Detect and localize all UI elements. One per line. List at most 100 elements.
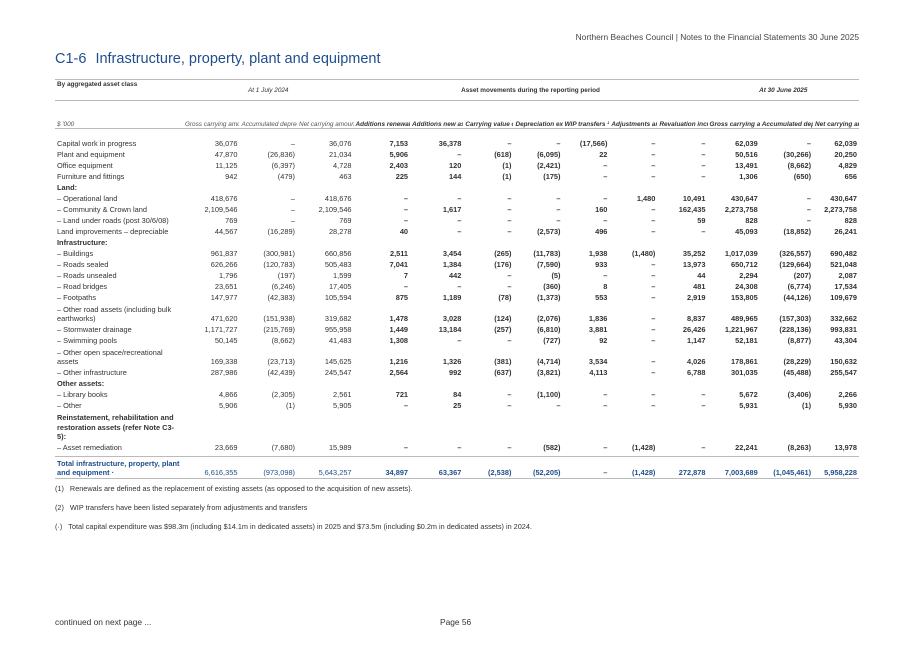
cell: 109,679 <box>830 292 857 302</box>
col-header: Additions renewals ¹ <box>353 100 411 129</box>
cell: 50,145 <box>214 335 238 345</box>
table-row: – Swimming pools 50,145 (8,662) 41,483 1,308… <box>55 335 859 346</box>
cell: (1) <box>802 400 812 410</box>
cell: – <box>403 215 409 225</box>
cell: – <box>457 442 462 452</box>
cell: (11,783) <box>533 248 561 258</box>
cell: 521,048 <box>830 259 857 269</box>
cell: (16,289) <box>267 226 296 236</box>
table-row: – Footpaths 147,977 (42,383) 105,594 875 1,18… <box>55 292 859 303</box>
cell: 4,829 <box>838 160 858 170</box>
total-cell: (1,428) <box>609 456 658 479</box>
col-header: Additions new assets <box>410 100 464 129</box>
cell: 62,039 <box>735 138 758 148</box>
cell: (618) <box>494 149 512 159</box>
cell: 2,294 <box>739 270 758 280</box>
cell: – <box>603 160 608 170</box>
cell: (228,136) <box>779 324 812 334</box>
cell: – <box>603 193 608 203</box>
row-label: – Roads sealed <box>57 259 109 269</box>
cell: 147,977 <box>210 292 238 302</box>
cell: – <box>651 281 656 291</box>
cell: (360) <box>543 281 561 291</box>
cell: 36,076 <box>214 138 238 148</box>
cell: (7,680) <box>271 442 296 452</box>
cell: 162,435 <box>678 204 706 214</box>
cell: (124) <box>494 314 512 323</box>
table-row: – Other road assets (including bulk eart… <box>55 303 859 324</box>
cell: 1,478 <box>389 314 409 323</box>
cell: 463 <box>339 171 352 181</box>
cell: 961,837 <box>210 248 238 258</box>
cell: 496 <box>595 226 608 236</box>
footnote: (2) WIP transfers have been listed separa… <box>55 503 308 512</box>
total-cell: (1,045,461) <box>759 456 814 479</box>
cell: – <box>457 193 462 203</box>
col-header: Accumulated depreciation and impairment <box>239 100 298 129</box>
cell: (207) <box>793 270 812 280</box>
cell: 471,620 <box>210 314 238 323</box>
table-row: Land improvements – depreciable 44,567 (16… <box>55 226 859 237</box>
table-row: – Roads sealed 626,266 (120,783) 505,483 7,0… <box>55 259 859 270</box>
table-row: – Community & Crown land 2,109,546 – 2,109,… <box>55 204 859 215</box>
col-header: Net carrying amount <box>813 100 859 129</box>
cell: 769 <box>225 215 238 225</box>
total-cell: (52,205) <box>513 456 563 479</box>
cell: 5,931 <box>739 400 758 410</box>
cell: – <box>507 335 512 345</box>
cell: – <box>806 204 812 214</box>
cell: – <box>651 226 656 236</box>
cell: (7,590) <box>537 259 561 269</box>
cell: 769 <box>339 215 352 225</box>
cell: 24,308 <box>735 281 758 291</box>
cell: 1,147 <box>687 335 706 345</box>
cell: 160 <box>595 204 608 214</box>
cell: 942 <box>225 171 238 181</box>
cell: 153,805 <box>731 292 758 302</box>
cell: (6,397) <box>271 160 296 170</box>
cell: 828 <box>844 215 857 225</box>
cell: 1,449 <box>389 324 409 334</box>
row-label: Office equipment <box>57 160 113 170</box>
cell: (17,566) <box>579 138 608 148</box>
total-cell: 34,897 <box>353 456 411 479</box>
cell: – <box>403 204 409 214</box>
cell: (2,573) <box>537 226 561 236</box>
cell: (28,229) <box>783 357 812 366</box>
row-label: – Other open space/recreational assets <box>57 347 163 367</box>
cell: (1) <box>502 171 512 181</box>
ippe-table: By aggregated asset class At 1 July 2024… <box>55 79 859 479</box>
col-header: Net carrying amount <box>297 100 354 129</box>
cell: – <box>403 281 409 291</box>
row-label: – Library books <box>57 389 108 399</box>
row-label: – Asset remediation <box>57 442 122 452</box>
cell: 17,534 <box>834 281 857 291</box>
row-label: Other assets: <box>57 378 105 388</box>
cell: 1,171,727 <box>204 324 238 334</box>
cell: 44,567 <box>214 226 238 236</box>
cell: (8,263) <box>787 442 812 452</box>
cell: 120 <box>449 160 462 170</box>
cell: (23,713) <box>267 357 296 366</box>
cell: – <box>651 160 656 170</box>
total-cell: 7,003,689 <box>707 456 760 479</box>
row-label: – Community & Crown land <box>57 204 147 214</box>
group-closing: At 30 June 2025 <box>707 79 859 101</box>
cell: 430,647 <box>731 193 758 203</box>
cell: – <box>290 215 296 225</box>
cell: 5,672 <box>739 389 758 399</box>
cell: 22 <box>599 149 608 159</box>
cell: 301,035 <box>731 367 758 377</box>
cell: – <box>651 400 656 410</box>
cell: 28,278 <box>328 226 352 236</box>
section-title: C1-6 Infrastructure, property, plant and … <box>55 51 381 67</box>
cell: 225 <box>395 171 409 181</box>
cell: 1,938 <box>588 248 608 258</box>
cell: 50,516 <box>735 149 758 159</box>
col-header: Revaluation increments to equity (ARR) <box>657 100 708 129</box>
cell: (26,836) <box>267 149 296 159</box>
cell: – <box>603 389 608 399</box>
cell: 5,930 <box>838 400 858 410</box>
cell: – <box>701 442 706 452</box>
group-opening: At 1 July 2024 <box>182 79 354 101</box>
